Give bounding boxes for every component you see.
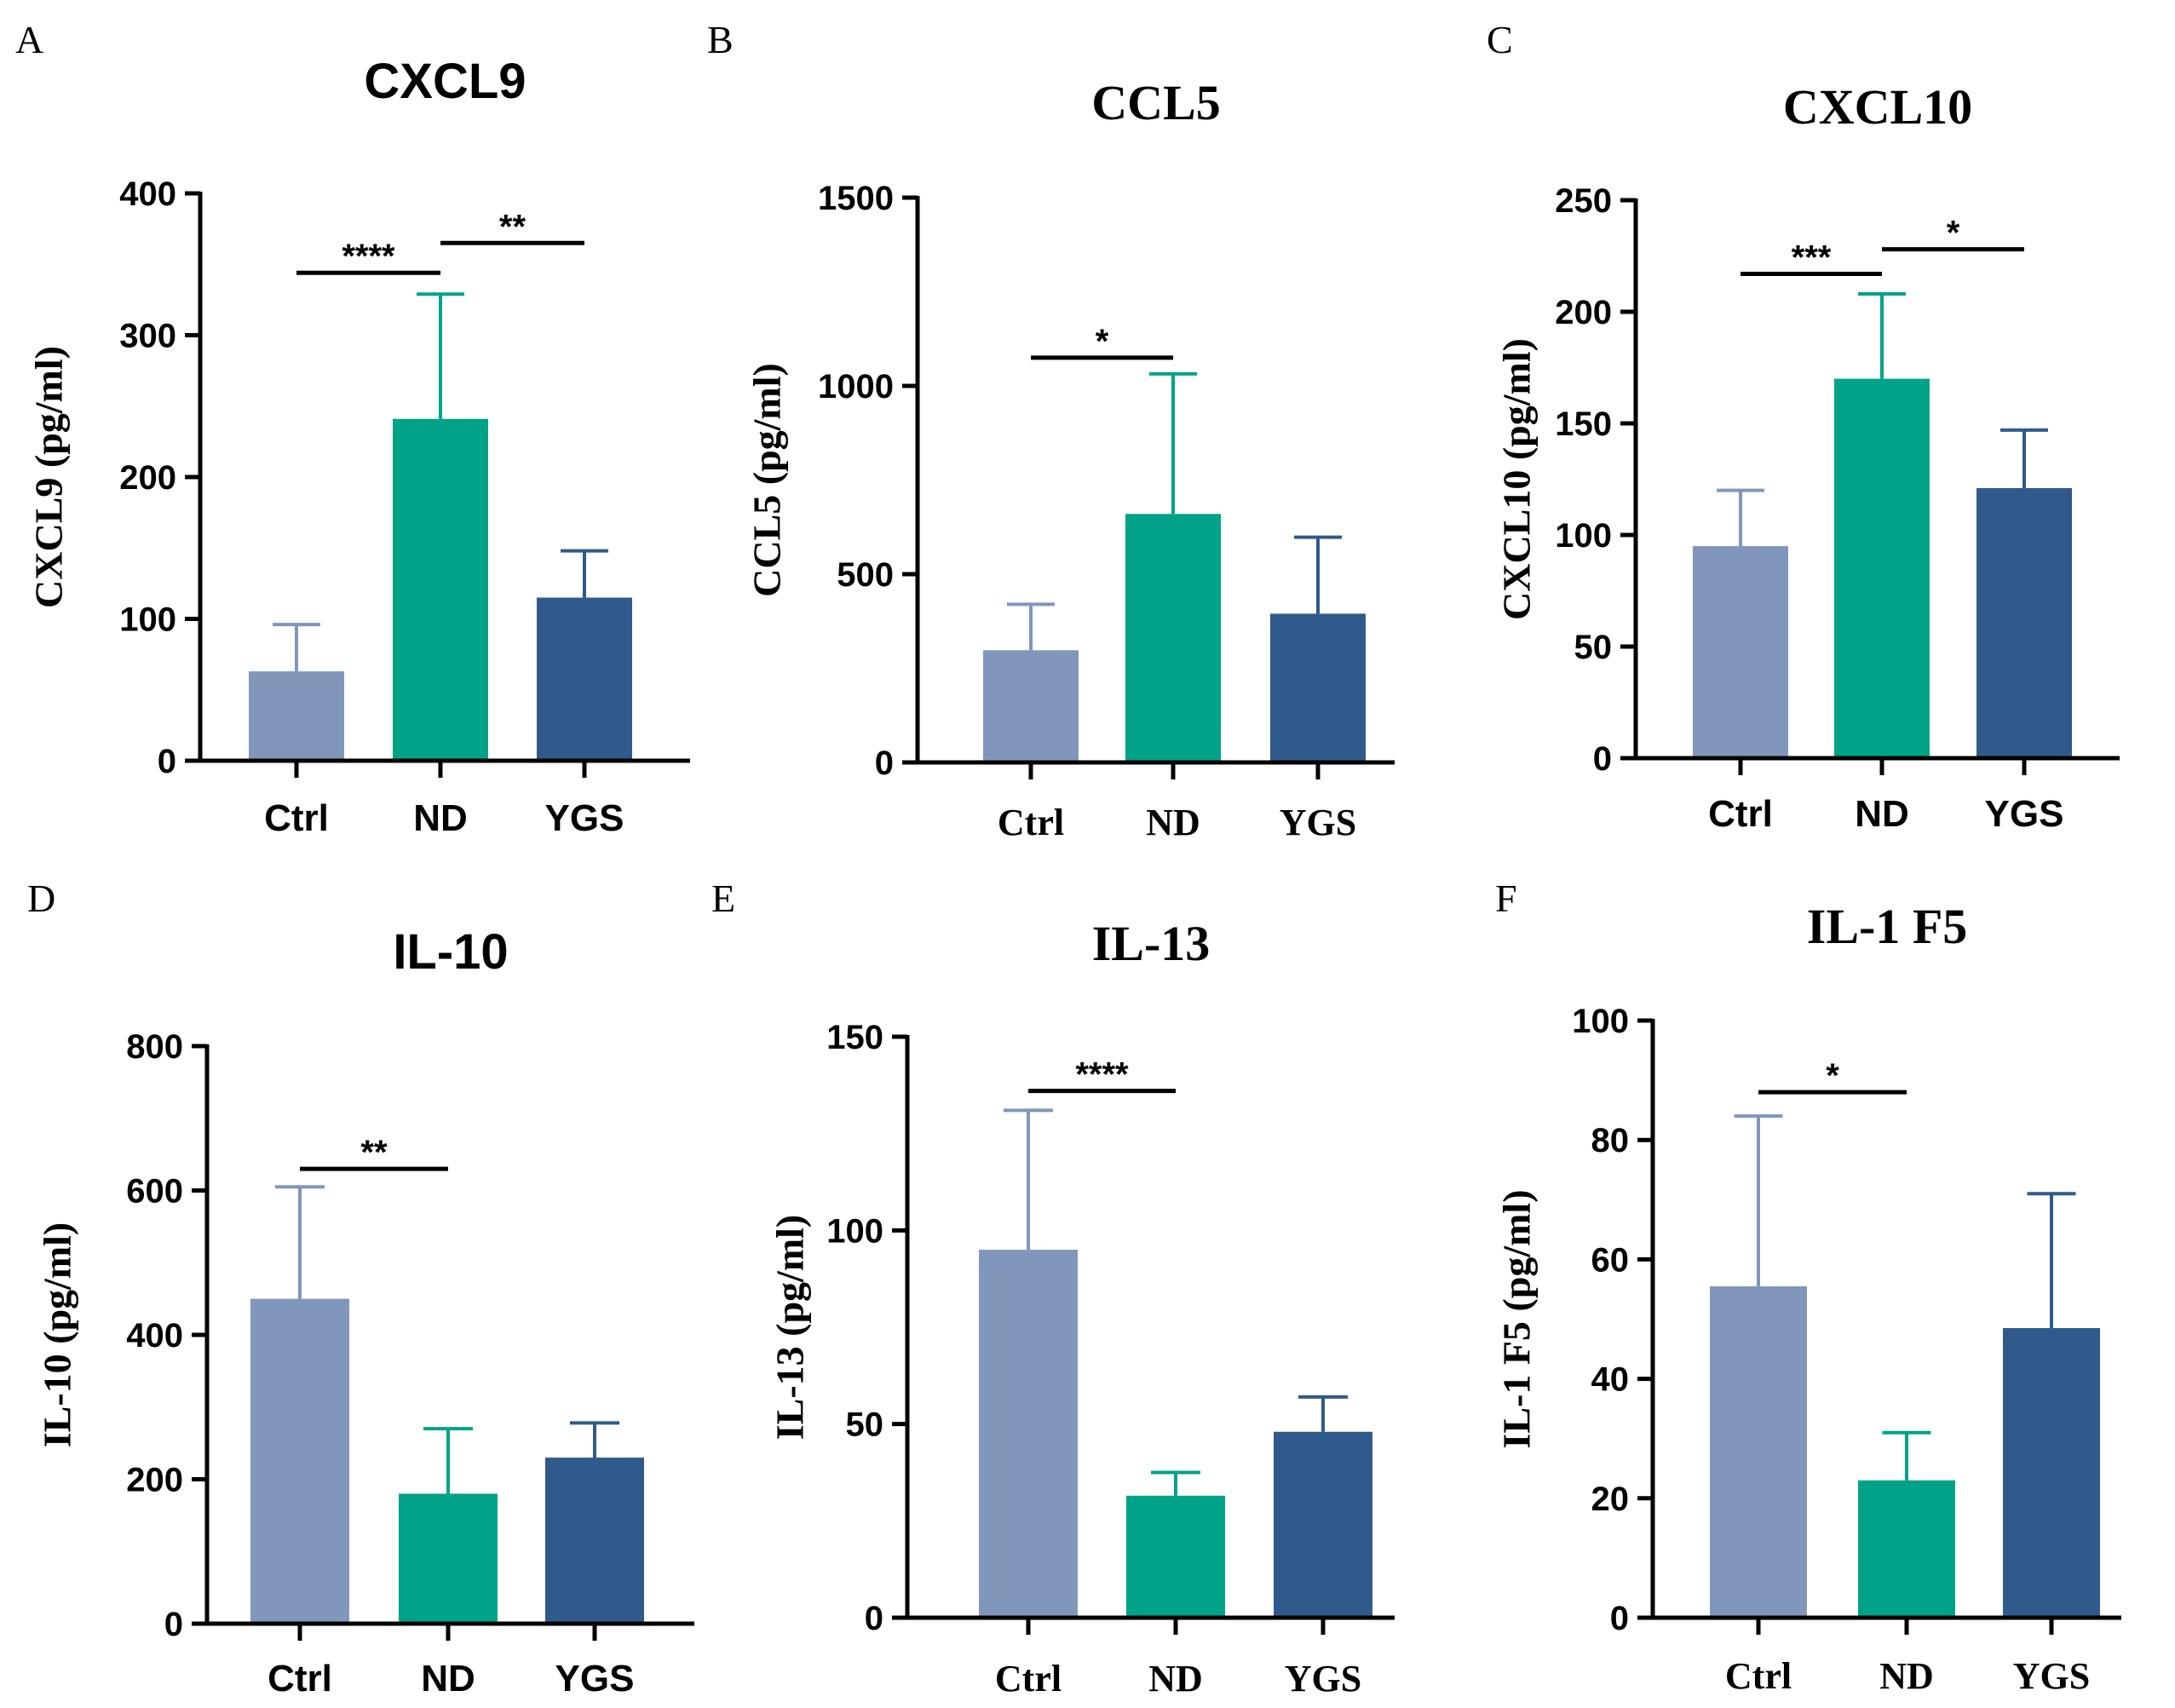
panel-d-y-tick-label: 400 bbox=[126, 1317, 183, 1354]
panel-d-y-tick-label: 200 bbox=[126, 1462, 183, 1499]
panel-d-letter: D bbox=[27, 877, 55, 920]
panel-c-y-tick-label: 200 bbox=[1555, 294, 1612, 331]
panel-e-title: IL-13 bbox=[1092, 916, 1211, 971]
panel-d-y-tick-label: 800 bbox=[126, 1028, 183, 1066]
panel-d-x-tick-label-ygs: YGS bbox=[555, 1658, 635, 1699]
panel-f-title: IL-1 F5 bbox=[1807, 899, 1968, 954]
panel-e-bar-ygs bbox=[1274, 1431, 1372, 1618]
panel-a-y-tick-label: 200 bbox=[119, 459, 176, 497]
panel-c-x-tick-label-ygs: YGS bbox=[1985, 793, 2064, 835]
panel-e-x-tick-label-ctrl: Ctrl bbox=[995, 1658, 1062, 1699]
panel-a-y-tick-label: 0 bbox=[158, 743, 176, 780]
panel-a-x-tick-label-ygs: YGS bbox=[545, 797, 624, 839]
panel-b-significance-label: * bbox=[1096, 323, 1109, 360]
panel-f-x-tick-label-ygs: YGS bbox=[2013, 1655, 2090, 1697]
panel-b-letter: B bbox=[707, 18, 734, 61]
panel-c-x-tick-label-ctrl: Ctrl bbox=[1708, 793, 1773, 835]
panel-a-x-tick-label-nd: ND bbox=[413, 797, 468, 839]
panel-d-bar-nd bbox=[399, 1493, 498, 1624]
panel-b-bar-nd bbox=[1125, 514, 1221, 762]
panel-b-y-tick-label: 1500 bbox=[818, 180, 894, 217]
panel-a-y-tick-label: 400 bbox=[119, 175, 176, 213]
panel-f-x-tick-label-ctrl: Ctrl bbox=[1725, 1655, 1792, 1697]
panel-f-y-tick-label: 100 bbox=[1572, 1003, 1629, 1040]
panel-a-title: CXCL9 bbox=[364, 54, 526, 109]
panel-e-bar-ctrl bbox=[979, 1250, 1078, 1618]
panel-b-y-tick-label: 0 bbox=[875, 745, 894, 782]
panel-f-y-axis-label: IL-1 F5 (pg/ml) bbox=[1495, 1189, 1539, 1448]
panel-e-y-axis-label: IL-13 (pg/ml) bbox=[768, 1215, 812, 1441]
panel-f-significance-label: * bbox=[1826, 1057, 1839, 1095]
panel-c-bar-ygs bbox=[1976, 487, 2072, 758]
panel-b-x-tick-label-nd: ND bbox=[1146, 802, 1200, 843]
panel-a-significance-label: ** bbox=[499, 208, 526, 245]
panel-b-bar-ygs bbox=[1270, 613, 1366, 762]
panel-a-y-tick-label: 300 bbox=[119, 318, 176, 355]
panel-e-x-tick-label-ygs: YGS bbox=[1285, 1658, 1361, 1699]
panel-b-y-axis-label: CCL5 (pg/ml) bbox=[745, 363, 789, 597]
panel-c-significance-label: *** bbox=[1792, 239, 1832, 276]
panel-e-y-tick-label: 50 bbox=[846, 1406, 884, 1444]
panel-e-bar-nd bbox=[1126, 1495, 1225, 1618]
panel-b-x-tick-label-ygs: YGS bbox=[1280, 802, 1356, 843]
panel-e-y-tick-label: 150 bbox=[826, 1019, 883, 1056]
panel-a-bar-ctrl bbox=[249, 671, 344, 761]
panel-f-bar-ygs bbox=[2003, 1328, 2100, 1618]
panel-d-bar-ctrl bbox=[250, 1298, 349, 1624]
panel-d-y-axis-label: IL-10 (pg/ml) bbox=[36, 1222, 79, 1448]
panel-a-y-axis-label: CXCL9 (pg/ml) bbox=[27, 346, 71, 608]
panel-c-y-tick-label: 0 bbox=[1593, 740, 1612, 778]
panel-f-y-tick-label: 60 bbox=[1591, 1241, 1630, 1279]
panel-e-letter: E bbox=[711, 877, 735, 920]
panel-e-x-tick-label-nd: ND bbox=[1148, 1658, 1203, 1699]
panel-f-y-tick-label: 0 bbox=[1610, 1600, 1629, 1637]
panel-f-bar-ctrl bbox=[1710, 1285, 1807, 1618]
panel-f-x-tick-label-nd: ND bbox=[1879, 1655, 1934, 1697]
panel-c-y-tick-label: 100 bbox=[1555, 517, 1612, 555]
panel-c-bar-ctrl bbox=[1693, 546, 1788, 758]
panel-a-x-tick-label-ctrl: Ctrl bbox=[264, 797, 329, 839]
panel-b-y-tick-label: 1000 bbox=[818, 368, 894, 405]
panel-d-title: IL-10 bbox=[393, 924, 508, 980]
panel-a-letter: A bbox=[15, 18, 43, 61]
panel-e-y-tick-label: 100 bbox=[826, 1212, 883, 1250]
panel-a-y-tick-label: 100 bbox=[119, 601, 176, 639]
panel-d-x-tick-label-ctrl: Ctrl bbox=[268, 1658, 332, 1699]
panel-d-bar-ygs bbox=[545, 1458, 644, 1624]
panel-e-significance-label: **** bbox=[1075, 1056, 1129, 1094]
panel-d-y-tick-label: 0 bbox=[164, 1606, 183, 1643]
panel-c-y-axis-label: CXCL10 (pg/ml) bbox=[1495, 338, 1539, 620]
panel-c-bar-nd bbox=[1834, 378, 1930, 758]
panel-a-bar-ygs bbox=[537, 597, 632, 761]
panel-c-title: CXCL10 bbox=[1783, 79, 1972, 135]
panel-a-bar-nd bbox=[393, 418, 488, 761]
panel-f-y-tick-label: 80 bbox=[1591, 1122, 1630, 1159]
panel-d-y-tick-label: 600 bbox=[126, 1173, 183, 1211]
panel-d-significance-label: ** bbox=[360, 1134, 388, 1171]
panel-b-title: CCL5 bbox=[1091, 75, 1220, 130]
panel-f-y-tick-label: 20 bbox=[1591, 1481, 1630, 1518]
panel-f-y-tick-label: 40 bbox=[1591, 1361, 1630, 1399]
panel-c-significance-label: * bbox=[1947, 215, 1960, 252]
panel-c-y-tick-label: 250 bbox=[1555, 182, 1612, 220]
panel-c-letter: C bbox=[1487, 18, 1513, 61]
panel-c-y-tick-label: 50 bbox=[1574, 629, 1613, 666]
panel-f-letter: F bbox=[1495, 877, 1517, 920]
panel-d-x-tick-label-nd: ND bbox=[421, 1658, 475, 1699]
panel-f-bar-nd bbox=[1858, 1480, 1955, 1618]
panel-c-y-tick-label: 150 bbox=[1555, 405, 1612, 443]
panel-e-y-tick-label: 0 bbox=[865, 1600, 883, 1637]
panel-b-y-tick-label: 500 bbox=[837, 556, 894, 594]
panel-c-x-tick-label-nd: ND bbox=[1855, 793, 1909, 835]
panel-a-significance-label: **** bbox=[342, 238, 395, 275]
panel-b-x-tick-label-ctrl: Ctrl bbox=[998, 802, 1064, 843]
panel-b-bar-ctrl bbox=[983, 650, 1079, 762]
